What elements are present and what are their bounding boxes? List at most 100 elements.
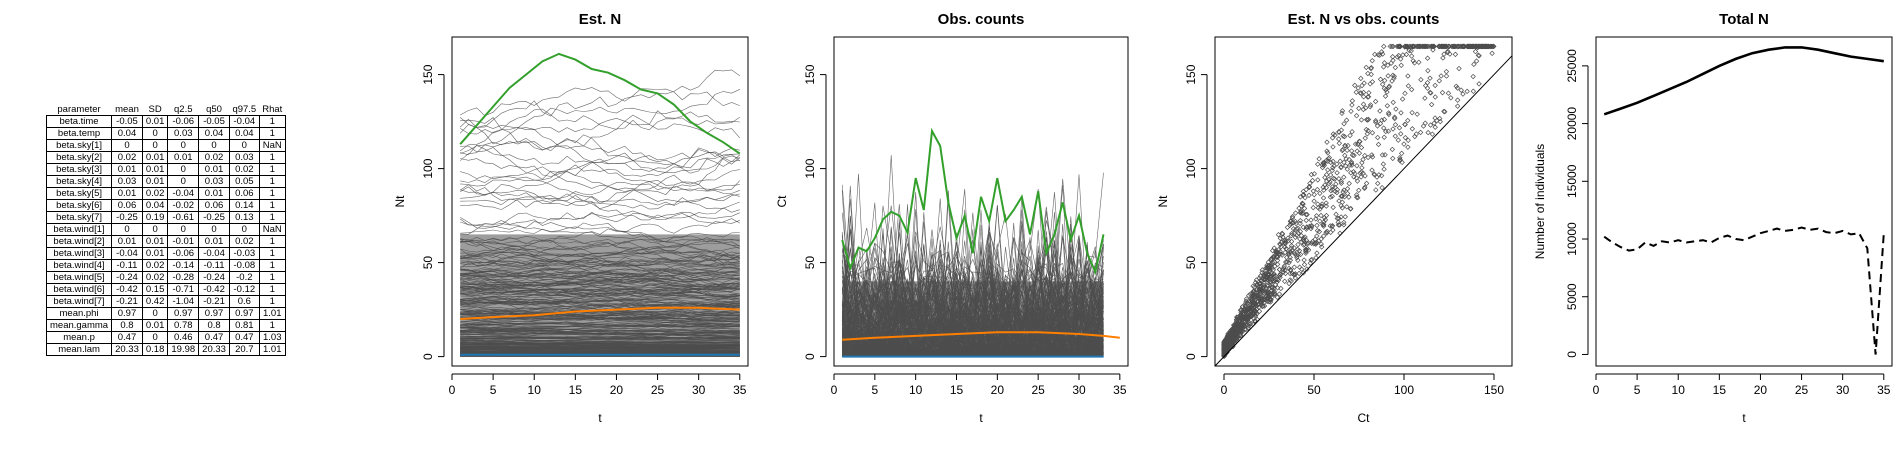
scatter-point [1300, 242, 1307, 248]
scatter-point [1324, 139, 1330, 145]
scatter-point [1364, 131, 1371, 137]
scatter-point [1339, 110, 1345, 116]
scatter-point [1348, 205, 1354, 212]
scatter-point [1300, 224, 1306, 230]
y-tick-label: 100 [1184, 158, 1198, 178]
scatter-point [1261, 280, 1267, 286]
scatter-point [1338, 164, 1344, 170]
table-cell: mean.lam [45, 343, 113, 356]
site-trajectory [460, 193, 740, 210]
scatter-point [1283, 237, 1289, 244]
scatter-point [1372, 51, 1378, 58]
table-header-q50: q50 [206, 104, 222, 115]
scatter-point [1380, 64, 1387, 70]
scatter-point [1308, 222, 1315, 229]
scatter-point [1292, 218, 1299, 225]
scatter-point [1314, 233, 1320, 239]
scatter-point [1239, 320, 1245, 326]
scatter-point [1404, 43, 1410, 50]
scatter-point [1412, 133, 1418, 140]
scatter-point [1289, 230, 1295, 237]
x-tick-label: 30 [1836, 383, 1850, 397]
table-cell: 20.7 [228, 343, 260, 356]
scatter-point [1313, 241, 1319, 247]
scatter-point [1277, 248, 1283, 255]
scatter-point [1275, 249, 1281, 256]
scatter-point [1323, 157, 1329, 164]
scatter-point [1320, 221, 1326, 228]
scatter-point [1293, 252, 1299, 259]
table-body: beta.time -0.05 0.01 -0.06 -0.05 -0.04 1 beta.t… [45, 115, 286, 356]
scatter-point [1465, 43, 1472, 50]
scatter-point [1411, 60, 1418, 66]
scatter-point [1445, 90, 1452, 96]
table-cell: -0.42 [111, 283, 143, 296]
scatter-point [1256, 293, 1262, 299]
scatter-point [1287, 257, 1294, 263]
background-trajectories [841, 155, 1104, 358]
scatter-point [1259, 267, 1266, 273]
scatter-point [1373, 187, 1379, 193]
site-trajectory [460, 117, 740, 186]
scatter-point [1330, 227, 1336, 233]
scatter-point [1253, 306, 1260, 313]
x-tick-label: 30 [1072, 383, 1086, 397]
scatter-point [1363, 180, 1370, 187]
scatter-point [1437, 118, 1443, 125]
scatter-point [1408, 48, 1414, 54]
site-trajectory [460, 219, 740, 235]
scatter-point [1379, 152, 1386, 158]
y-tick-label: 25000 [1565, 49, 1579, 83]
scatter-point [1438, 73, 1444, 79]
scatter-point [1275, 277, 1282, 283]
scatter-point [1323, 171, 1330, 178]
scatter-point [1268, 261, 1275, 268]
scatter-point [1430, 43, 1437, 50]
scatter-point [1344, 204, 1350, 210]
scatter-point [1490, 43, 1496, 50]
scatter-point [1379, 184, 1385, 191]
scatter-point [1333, 211, 1339, 218]
scatter-point [1231, 337, 1237, 343]
y-tick-label: 0 [1565, 351, 1579, 358]
scatter-point [1315, 201, 1321, 207]
scatter-point [1311, 171, 1318, 177]
scatter-point [1379, 81, 1386, 87]
scatter-point [1402, 134, 1409, 141]
scatter-point [1482, 43, 1488, 50]
scatter-point [1287, 267, 1294, 273]
scatter-point [1325, 150, 1331, 156]
scatter-point [1313, 213, 1320, 219]
scatter-point [1320, 184, 1326, 190]
scatter-point [1242, 306, 1249, 312]
scatter-point [1290, 226, 1297, 232]
scatter-point [1327, 194, 1334, 200]
scatter-point [1304, 240, 1310, 247]
table-cell: 1.01 [258, 343, 286, 356]
x-tick-label: 5 [490, 383, 497, 397]
scatter-point [1341, 222, 1347, 228]
scatter-point [1278, 285, 1284, 292]
scatter-point [1267, 268, 1273, 274]
scatter-point [1393, 106, 1399, 112]
scatter-point [1402, 90, 1408, 97]
scatter-point [1232, 327, 1238, 333]
scatter-point [1369, 57, 1375, 64]
scatter-point [1306, 192, 1312, 198]
scatter-point [1348, 159, 1355, 165]
site-trajectory [460, 210, 740, 230]
scatter-point [1303, 226, 1310, 232]
scatter-point [1328, 188, 1334, 194]
y-tick-label: 100 [421, 158, 435, 178]
site-trajectory [460, 176, 740, 199]
scatter-point [1302, 234, 1308, 240]
scatter-point [1327, 223, 1333, 229]
scatter-point [1268, 297, 1274, 303]
scatter-point [1258, 286, 1265, 293]
scatter-point [1251, 300, 1257, 306]
scatter-point [1381, 43, 1387, 50]
scatter-point [1398, 131, 1404, 137]
scatter-point [1284, 224, 1291, 231]
scatter-point [1355, 85, 1361, 91]
scatter-point [1358, 144, 1365, 151]
